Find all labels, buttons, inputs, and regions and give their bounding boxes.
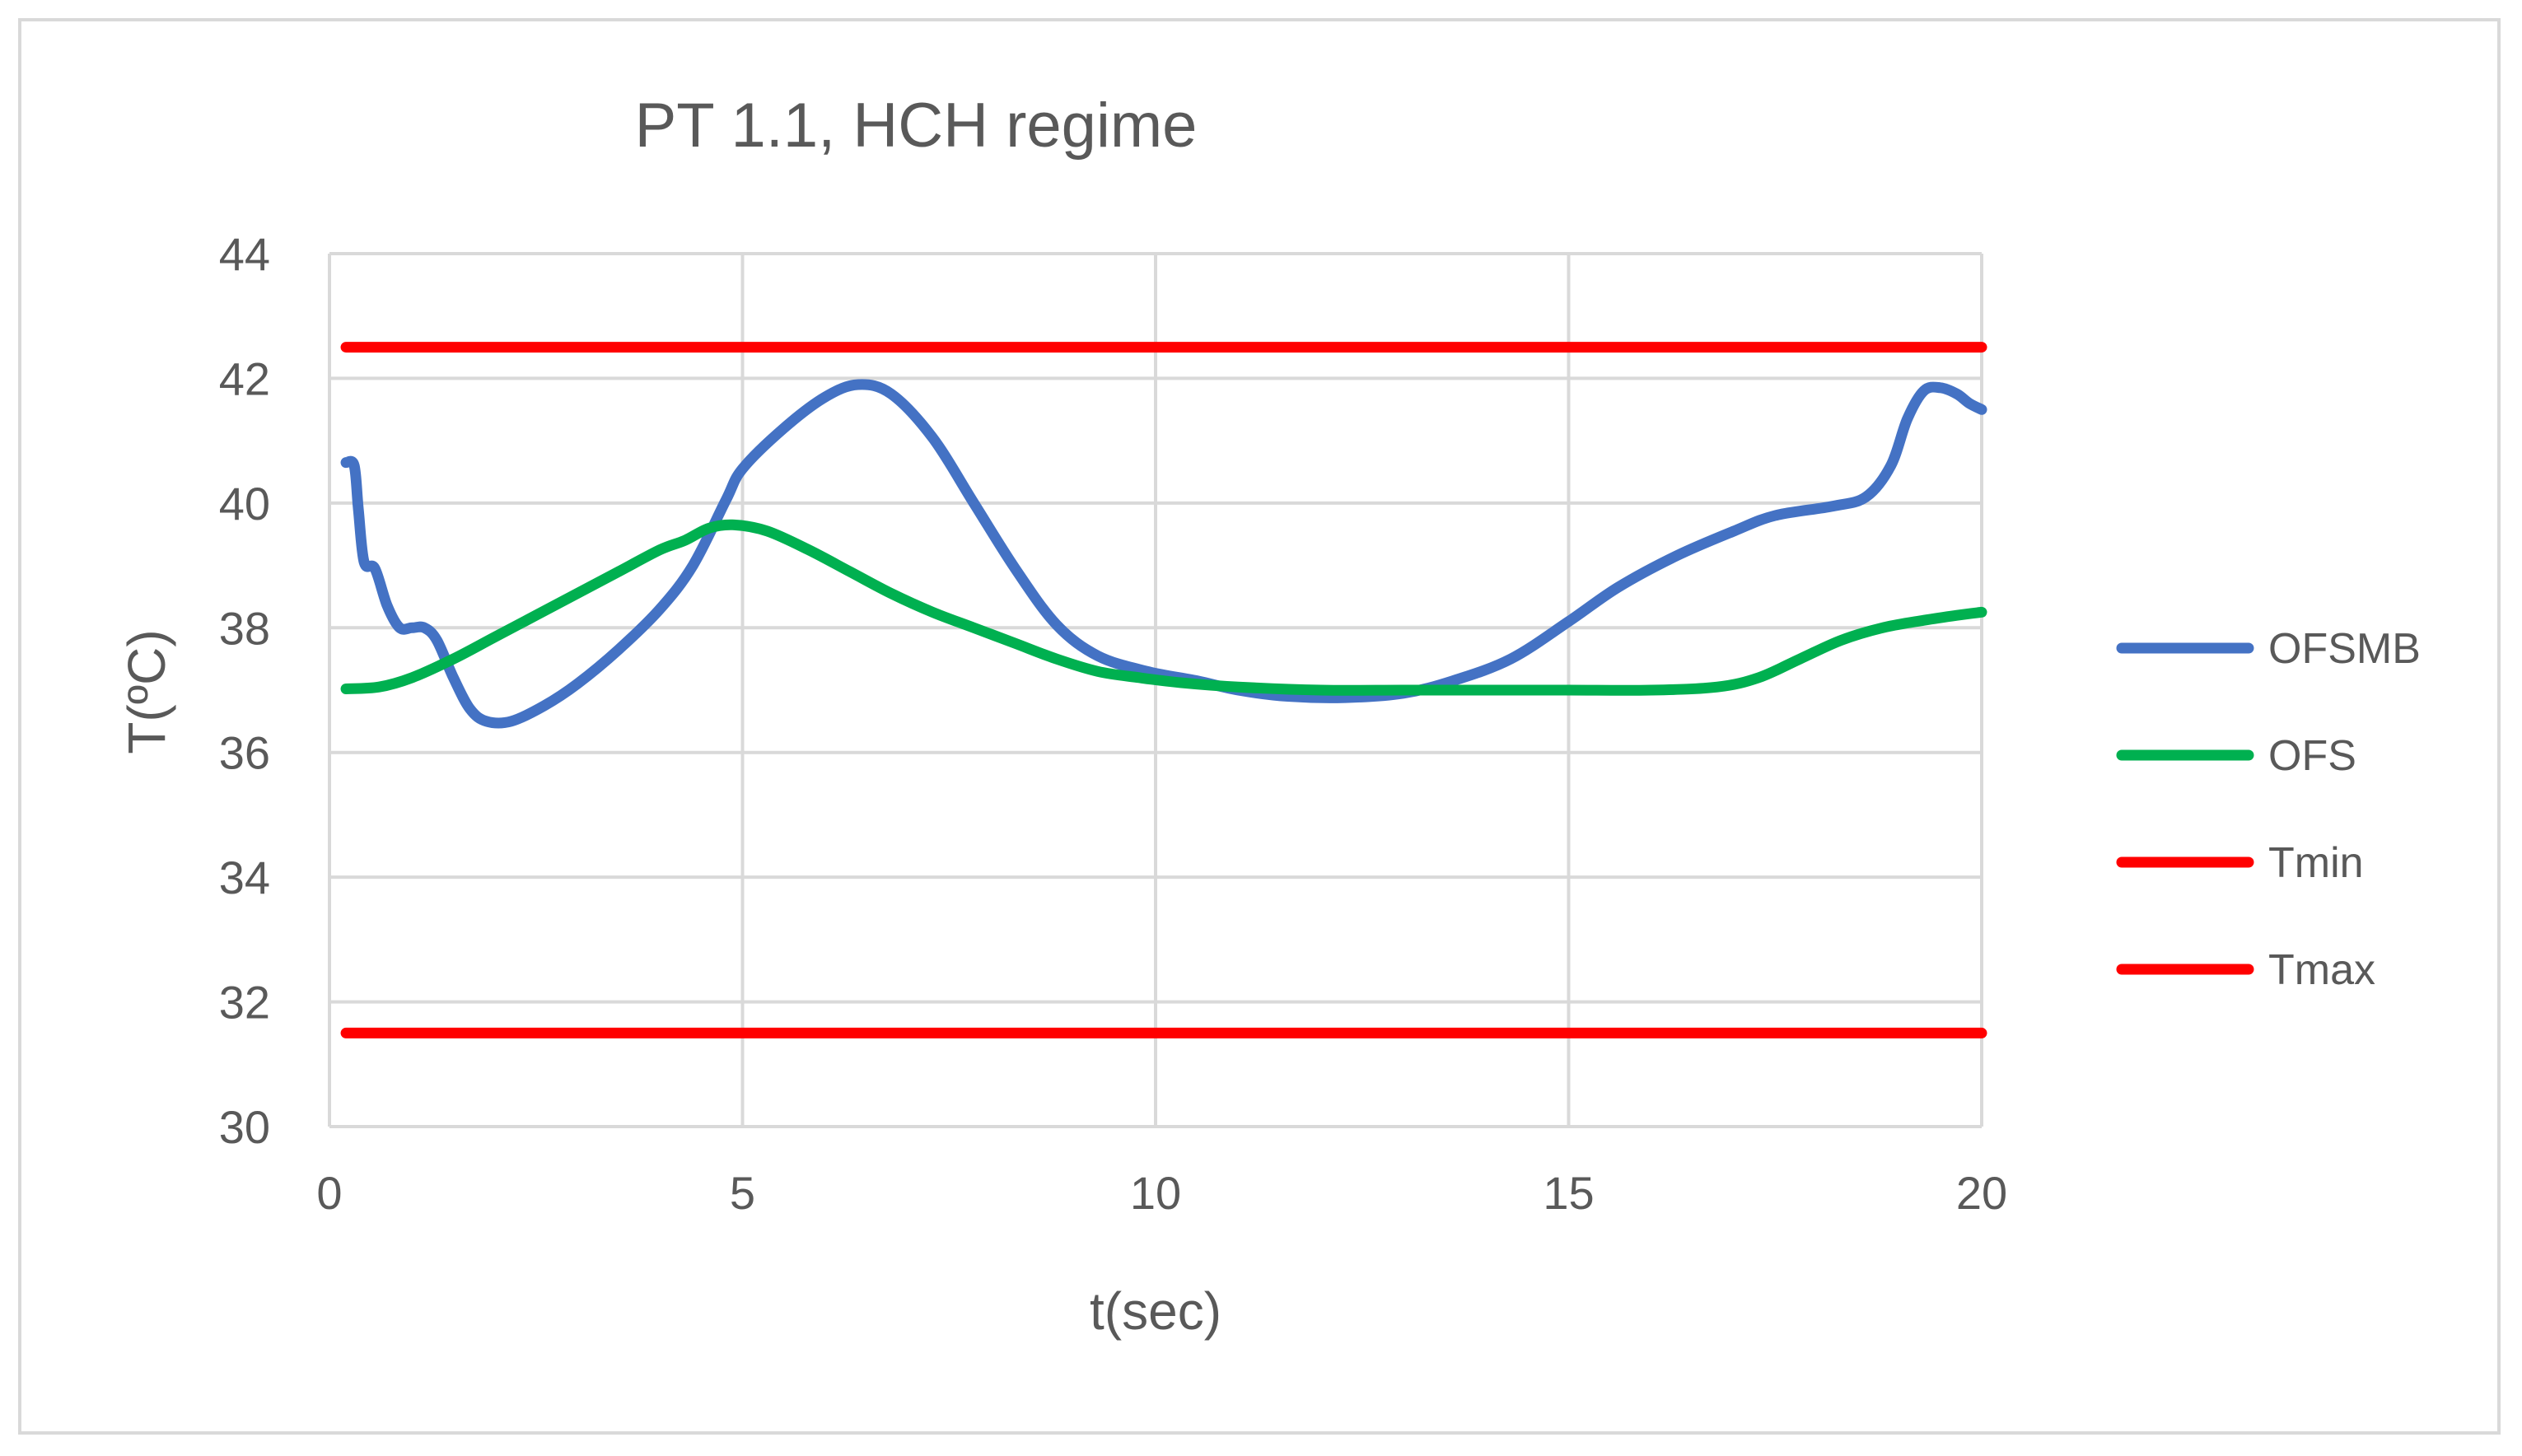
x-tick-label: 15 [1543, 1167, 1594, 1219]
y-tick-label: 42 [219, 352, 270, 404]
x-axis-label: t(sec) [1090, 1281, 1221, 1341]
legend: OFSMB OFS Tmin Tmax [2116, 625, 2421, 994]
y-tick-label: 44 [219, 228, 270, 280]
legend-label-tmin: Tmin [2268, 839, 2364, 887]
y-tick-label: 36 [219, 727, 270, 779]
y-tick-label: 32 [219, 977, 270, 1029]
y-tick-label: 34 [219, 852, 270, 903]
series-line-ofs [340, 519, 1987, 696]
series-lines [340, 342, 1987, 1038]
y-tick-label: 40 [219, 478, 270, 530]
y-tick-label: 38 [219, 602, 270, 654]
gridlines [328, 252, 1983, 1128]
legend-label-tmax: Tmax [2268, 946, 2375, 994]
x-tick-label: 20 [1956, 1167, 2007, 1219]
x-tick-label: 0 [316, 1167, 342, 1219]
legend-label-ofs: OFS [2268, 732, 2356, 780]
y-tick-label: 30 [219, 1101, 270, 1153]
legend-label-ofsmb: OFSMB [2268, 625, 2421, 673]
series-line-ofsmb [340, 379, 1987, 729]
tick-labels: 30 32 34 36 38 40 42 44 0 5 10 15 20 [219, 228, 2007, 1219]
chart-title: PT 1.1, HCH regime [635, 91, 1198, 161]
y-axis-label: T(ºC) [117, 629, 176, 754]
x-tick-label: 10 [1130, 1167, 1181, 1219]
x-tick-label: 5 [730, 1167, 755, 1219]
